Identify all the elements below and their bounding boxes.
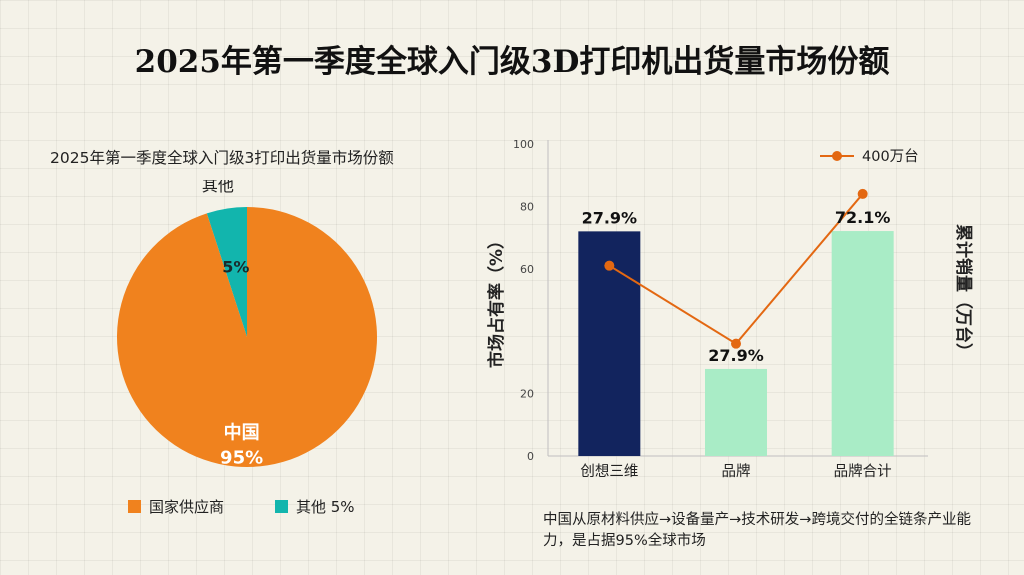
- line-point-2: [857, 188, 868, 199]
- pie-label-china: 中国: [224, 421, 260, 443]
- legend-item-china: 国家供应商: [128, 496, 224, 517]
- legend-label-others: 其他 5%: [296, 498, 355, 516]
- bar-value-label-0: 27.9%: [582, 208, 638, 227]
- legend-item-others: 其他 5%: [275, 496, 355, 517]
- line-point-0: [604, 260, 615, 271]
- legend-label-china: 国家供应商: [149, 498, 225, 516]
- bar-2: [831, 231, 894, 456]
- chart-note: 中国从原材料供应→设备量产→技术研发→跨境交付的全链条产业能力，是占据95%全球…: [543, 512, 971, 549]
- y-axis-label: 市场占有率（%）: [486, 232, 507, 368]
- bar-value-label-1: 27.9%: [708, 346, 764, 365]
- y-tick-label: 20: [520, 388, 534, 401]
- y-tick-label: 80: [520, 200, 534, 213]
- legend-label-line: 400万台: [862, 148, 919, 165]
- pie-slice-others: [206, 207, 247, 337]
- x-tick-label-1: 品牌: [722, 463, 751, 480]
- bar-line-chart: 0 20 60 80 100 市场占有率（%） 累计销量（万台） 400万台 27.9% 创想…: [486, 138, 974, 480]
- legend-swatch-china: [128, 500, 141, 513]
- line-series: [608, 193, 864, 345]
- page-title: 2025年第一季度全球入门级3D打印机出货量市场份额: [134, 44, 890, 80]
- bar-1: [705, 368, 767, 456]
- y-tick-label: 0: [527, 450, 534, 463]
- y-tick-label: 60: [520, 263, 534, 276]
- pie-label-others: 其他: [202, 180, 234, 195]
- pie-slice-china: [116, 207, 377, 467]
- y2-axis-label: 累计销量（万台）: [953, 224, 974, 360]
- pie-value-china: 95%: [220, 447, 263, 468]
- pie-value-others: 5%: [222, 257, 249, 276]
- bar-value-label-2: 72.1%: [835, 208, 891, 227]
- x-tick-label-2: 品牌合计: [834, 463, 892, 480]
- legend-swatch-others: [275, 500, 288, 513]
- x-tick-label-0: 创想三维: [580, 463, 638, 480]
- line-point-1: [731, 338, 741, 349]
- legend-marker: [832, 151, 842, 161]
- pie-chart-title: 2025年第一季度全球入门级3打印出货量市场份额: [50, 149, 394, 167]
- y-tick-label: 100: [513, 138, 534, 151]
